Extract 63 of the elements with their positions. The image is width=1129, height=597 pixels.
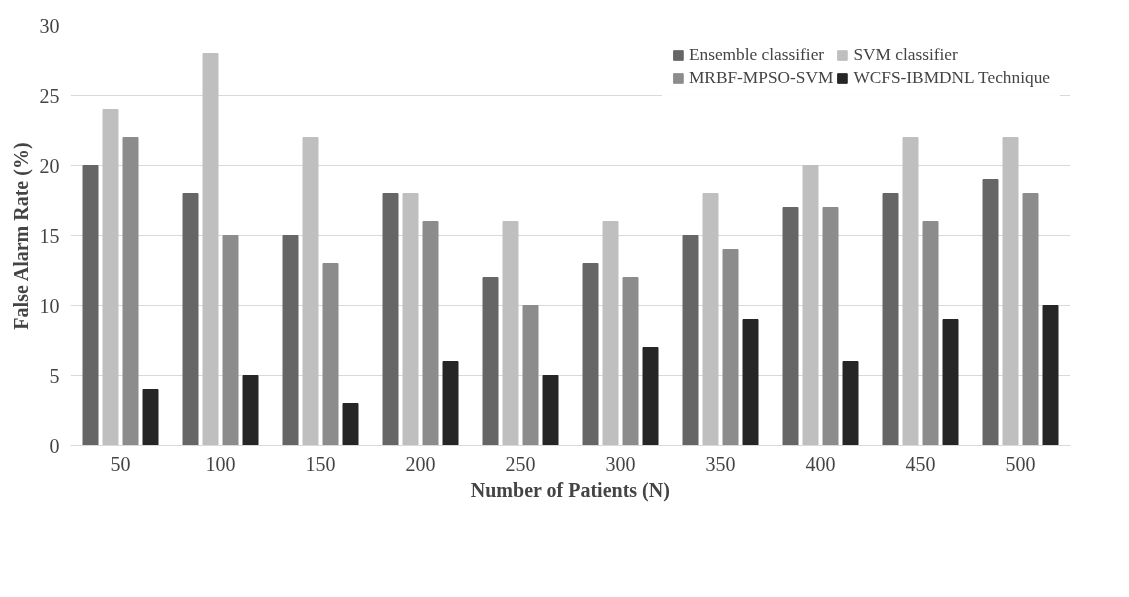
bar	[782, 207, 799, 446]
bar	[622, 277, 639, 446]
x-tick-label: 150	[305, 452, 336, 475]
legend-label: SVM classifier	[853, 45, 958, 65]
bar	[942, 319, 959, 446]
bar	[702, 193, 719, 446]
bar	[142, 389, 159, 446]
bar	[842, 361, 859, 446]
y-tick-label: 25	[39, 84, 60, 107]
bar	[682, 235, 699, 446]
x-tick-label: 350	[705, 452, 736, 475]
bar	[382, 193, 399, 446]
bar	[882, 193, 899, 446]
y-tick-label: 15	[39, 224, 60, 247]
y-tick-label: 30	[39, 14, 60, 37]
bar	[502, 221, 519, 446]
bar	[482, 277, 499, 446]
bar	[342, 403, 359, 446]
bar	[282, 235, 299, 446]
y-tick-label: 20	[39, 154, 60, 177]
y-tick-label: 10	[39, 294, 60, 317]
y-tick-label: 5	[49, 364, 60, 387]
bar	[82, 165, 99, 446]
bar	[582, 263, 599, 446]
bar	[542, 375, 559, 446]
bar	[122, 137, 139, 446]
legend-label: MRBF-MPSO-SVM	[688, 68, 834, 88]
bar	[742, 319, 759, 446]
bar	[422, 221, 439, 446]
bar	[822, 207, 839, 446]
bar	[322, 263, 339, 446]
y-tick-label: 0	[49, 434, 60, 457]
x-tick-label: 250	[505, 452, 536, 475]
bar	[922, 221, 939, 446]
legend-label: WCFS-IBMDNL Technique	[853, 68, 1050, 88]
bar	[982, 179, 999, 446]
bar	[642, 347, 659, 446]
x-tick-label: 500	[1005, 452, 1036, 475]
bar	[802, 165, 819, 446]
bar	[222, 235, 239, 446]
x-tick-label: 450	[905, 452, 936, 475]
x-tick-label: 400	[805, 452, 836, 475]
bar	[1002, 137, 1019, 446]
y-axis-title: False Alarm Rate (%)	[9, 142, 33, 330]
bar	[402, 193, 419, 446]
bar	[522, 305, 539, 446]
bar	[442, 361, 459, 446]
x-axis-title: Number of Patients (N)	[470, 478, 670, 502]
x-tick-label: 300	[605, 452, 636, 475]
bar	[722, 249, 739, 446]
bar	[302, 137, 319, 446]
x-tick-label: 50	[110, 452, 131, 475]
bar	[202, 53, 219, 446]
legend-label: Ensemble classifier	[688, 45, 825, 65]
bar	[902, 137, 919, 446]
bar	[602, 221, 619, 446]
bar	[242, 375, 259, 446]
bar	[1042, 305, 1059, 446]
bar	[102, 109, 119, 446]
x-tick-label: 200	[405, 452, 436, 475]
x-tick-label: 100	[205, 452, 236, 475]
bar	[1022, 193, 1039, 446]
bar	[182, 193, 199, 446]
